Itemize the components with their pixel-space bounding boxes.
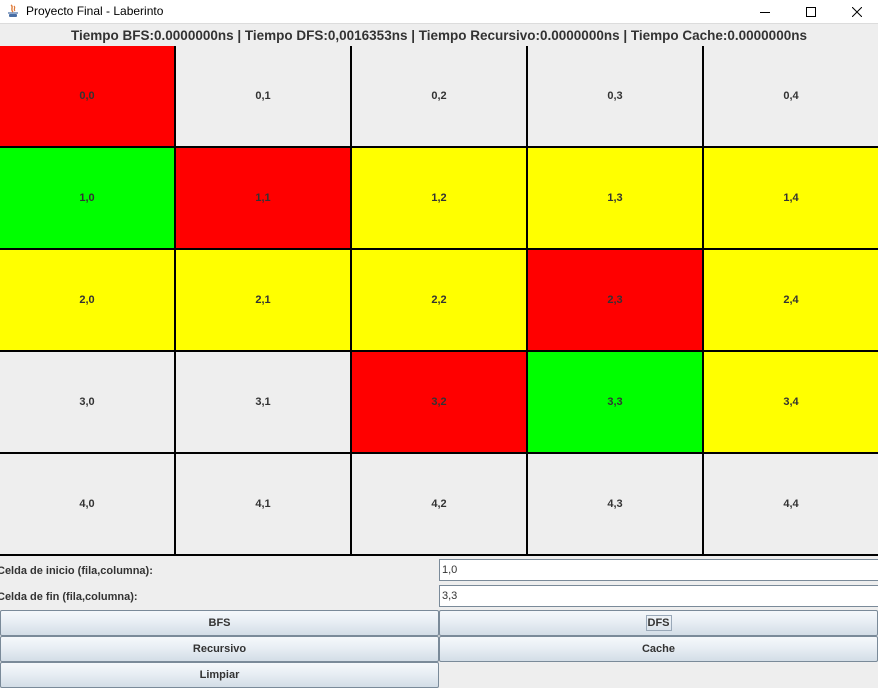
- maze-cell: 1,4: [704, 148, 878, 248]
- bfs-button[interactable]: BFS: [0, 610, 439, 636]
- maze-cell: 3,2: [352, 352, 526, 452]
- maze-cell: 2,2: [352, 250, 526, 350]
- end-cell-label: Celda de fin (fila,columna):: [0, 591, 138, 603]
- maze-cell: 2,1: [176, 250, 350, 350]
- maximize-button[interactable]: [788, 0, 834, 23]
- maze-cell: 4,2: [352, 454, 526, 554]
- minimize-button[interactable]: [742, 0, 788, 23]
- limpiar-button[interactable]: Limpiar: [0, 662, 439, 688]
- dfs-button[interactable]: DFS: [439, 610, 878, 636]
- maze-cell: 1,1: [176, 148, 350, 248]
- timing-label: Tiempo BFS:0.0000000ns | Tiempo DFS:0,00…: [71, 28, 807, 43]
- maze-cell: 2,4: [704, 250, 878, 350]
- java-app-icon: [8, 4, 18, 17]
- start-cell-label: Celda de inicio (fila,columna):: [0, 565, 153, 577]
- recursivo-button[interactable]: Recursivo: [0, 636, 439, 662]
- limpiar-button-label: Limpiar: [199, 669, 240, 681]
- window-title: Proyecto Final - Laberinto: [26, 4, 164, 18]
- window-titlebar: Proyecto Final - Laberinto: [0, 0, 878, 24]
- maze-cell: 0,1: [176, 46, 350, 146]
- maze-cell: 3,1: [176, 352, 350, 452]
- maximize-icon: [806, 6, 816, 17]
- maze-cell: 0,2: [352, 46, 526, 146]
- maze-cell: 3,0: [0, 352, 174, 452]
- cache-button-label: Cache: [641, 643, 676, 655]
- close-icon: [852, 6, 862, 17]
- close-button[interactable]: [834, 0, 878, 23]
- maze-cell: 3,3: [528, 352, 702, 452]
- maze-cell: 0,0: [0, 46, 174, 146]
- maze-cell: 4,1: [176, 454, 350, 554]
- dfs-button-label: DFS: [645, 615, 672, 631]
- minimize-icon: [760, 11, 770, 13]
- end-cell-input[interactable]: [439, 585, 878, 607]
- start-cell-input[interactable]: [439, 559, 878, 581]
- maze-cell: 1,0: [0, 148, 174, 248]
- maze-cell: 4,4: [704, 454, 878, 554]
- maze-cell: 0,4: [704, 46, 878, 146]
- bfs-button-label: BFS: [208, 617, 231, 629]
- maze-cell: 1,3: [528, 148, 702, 248]
- maze-cell: 3,4: [704, 352, 878, 452]
- maze-cell: 0,3: [528, 46, 702, 146]
- recursivo-button-label: Recursivo: [192, 643, 247, 655]
- maze-cell: 4,0: [0, 454, 174, 554]
- maze-cell: 2,0: [0, 250, 174, 350]
- maze-grid: 0,0 0,1 0,2 0,3 0,4 1,0 1,1 1,2 1,3 1,4 2,0 2,1 2,2 2…: [0, 46, 878, 556]
- maze-cell: 1,2: [352, 148, 526, 248]
- maze-cell: 2,3: [528, 250, 702, 350]
- cache-button[interactable]: Cache: [439, 636, 878, 662]
- maze-cell: 4,3: [528, 454, 702, 554]
